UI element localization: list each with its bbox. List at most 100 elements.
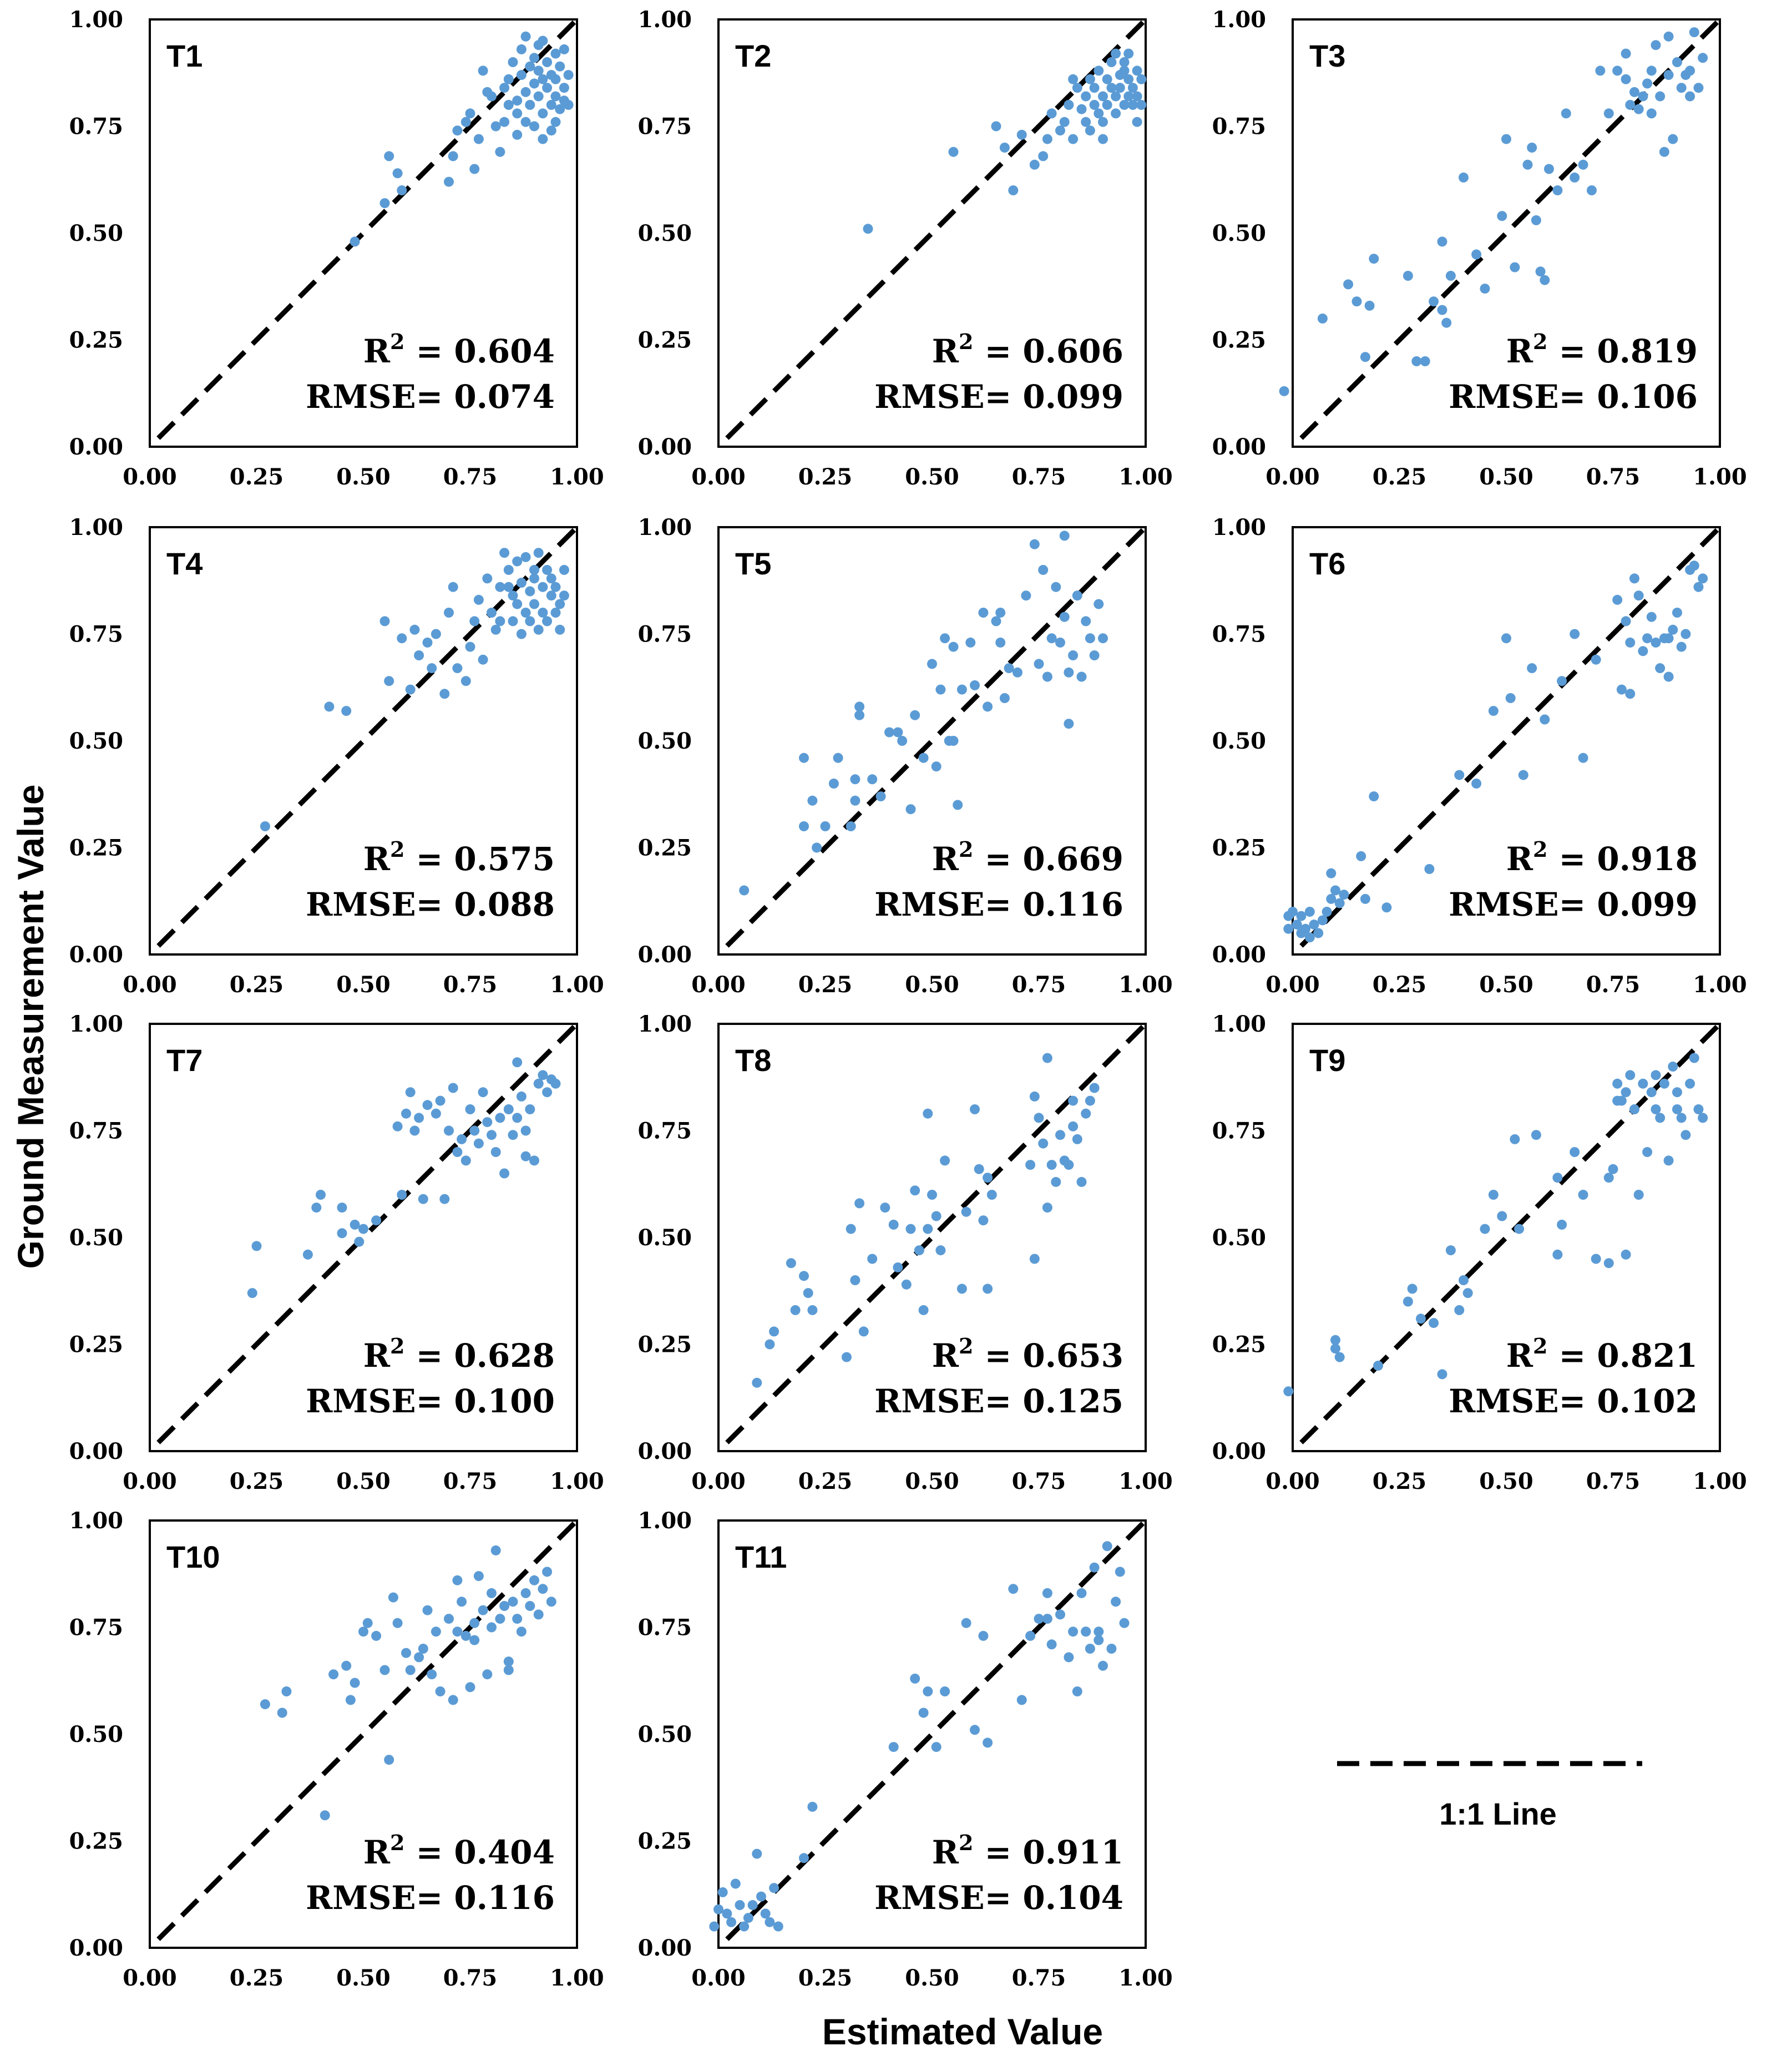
panel-t3-point-28 xyxy=(1552,185,1563,195)
panel-t11-y-tick-label: 0.25 xyxy=(638,1828,692,1855)
panel-t5-point-46 xyxy=(1059,612,1070,622)
panel-t11-point-30 xyxy=(1016,1695,1027,1705)
panel-t7-point-41 xyxy=(520,1151,531,1161)
panel-t2-point-18 xyxy=(1081,117,1091,127)
panel-t8-point-51 xyxy=(1029,1254,1040,1264)
panel-t9-y-tick-label: 0.00 xyxy=(1212,1438,1266,1464)
panel-t7-point-8 xyxy=(350,1219,360,1230)
panel-t1-point-6 xyxy=(444,176,454,187)
panel-t6-point-14 xyxy=(1326,893,1337,904)
panel-t11-x-tick-label: 0.25 xyxy=(798,1965,852,1991)
panel-t6-point-51 xyxy=(1680,629,1691,639)
panel-t5-rmse-annotation: RMSE= 0.116 xyxy=(874,886,1123,923)
panel-t9-point-9 xyxy=(1429,1318,1439,1328)
panel-t6-y-tick-label: 0.50 xyxy=(1212,728,1266,754)
panel-t10-point-36 xyxy=(495,1614,505,1624)
panel-t2-y-tick-label: 1.00 xyxy=(638,7,692,33)
panel-t5-point-23 xyxy=(931,761,941,772)
panel-t4-point-43 xyxy=(538,582,548,592)
panel-t2-point-47 xyxy=(1085,125,1095,136)
panel-t2-point-27 xyxy=(1102,100,1112,110)
panel-t7-x-tick-label: 0.25 xyxy=(230,1468,284,1494)
panel-t1-point-19 xyxy=(503,74,514,84)
panel-t4-point-55 xyxy=(495,616,505,627)
panel-t4-point-28 xyxy=(508,590,518,601)
panel-t9-point-8 xyxy=(1416,1314,1426,1324)
panel-t8-point-20 xyxy=(910,1185,920,1196)
panel-t11-point-7 xyxy=(735,1900,745,1910)
panel-t1-point-5 xyxy=(397,185,407,195)
panel-t1-title: T1 xyxy=(166,38,203,73)
panel-t1-point-30 xyxy=(529,121,539,132)
panel-t7-point-9 xyxy=(354,1236,365,1247)
panel-t3-title: T3 xyxy=(1309,38,1345,73)
panel-t10-point-19 xyxy=(418,1644,428,1654)
panel-t6-rmse-annotation: RMSE= 0.099 xyxy=(1449,886,1698,923)
panel-t10-x-tick-label: 1.00 xyxy=(550,1965,604,1991)
panel-t3-point-4 xyxy=(1351,296,1362,307)
panel-t8-y-tick-label: 0.25 xyxy=(638,1332,692,1358)
panel-t5-point-41 xyxy=(1038,565,1049,575)
panel-t11-point-6 xyxy=(730,1878,741,1889)
panel-t6-point-17 xyxy=(1334,898,1345,908)
panel-t10-point-37 xyxy=(499,1601,510,1611)
panel-t11-point-3 xyxy=(717,1887,728,1897)
panel-t3-point-2 xyxy=(1317,314,1328,324)
panel-t5-point-57 xyxy=(1064,719,1074,729)
panel-t5-point-17 xyxy=(893,727,903,737)
panel-t2-point-50 xyxy=(1132,117,1142,127)
panel-t6-points xyxy=(1283,560,1708,943)
panel-t9-point-37 xyxy=(1646,1087,1657,1098)
panel-t8-point-38 xyxy=(1038,1138,1049,1149)
panel-t9-title: T9 xyxy=(1309,1043,1345,1078)
panel-t2-point-48 xyxy=(1068,74,1079,84)
panel-t2-plot-frame xyxy=(717,18,1147,448)
panel-t1-plot-frame xyxy=(149,18,578,448)
panel-t9-point-41 xyxy=(1663,1155,1674,1166)
panel-t2-point-10 xyxy=(1046,108,1057,119)
panel-t7-point-36 xyxy=(499,1168,510,1179)
panel-t5-y-tick-label: 0.50 xyxy=(638,728,692,754)
panel-t10-point-23 xyxy=(435,1686,446,1696)
panel-t1-point-51 xyxy=(512,129,523,140)
panel-t4-point-36 xyxy=(525,586,535,597)
panel-t7-point-17 xyxy=(414,1113,424,1123)
panel-t7-point-1 xyxy=(247,1288,257,1299)
panel-t4-point-18 xyxy=(465,641,475,652)
panel-t6-point-37 xyxy=(1621,616,1631,627)
panel-t8-point-13 xyxy=(858,1326,869,1337)
panel-t2-point-8 xyxy=(1038,151,1049,161)
panel-t9-point-49 xyxy=(1698,1113,1708,1123)
panel-t2-point-34 xyxy=(1119,100,1130,110)
panel-t8-point-10 xyxy=(846,1224,856,1234)
panel-t5-point-45 xyxy=(1055,637,1065,648)
panel-t1-point-29 xyxy=(529,78,539,89)
panel-t11-point-45 xyxy=(1102,1541,1112,1552)
panel-t10-point-49 xyxy=(503,1665,514,1675)
panel-t2-y-tick-label: 0.75 xyxy=(638,114,692,140)
panel-t10-point-17 xyxy=(405,1665,416,1675)
panel-t7-r2-annotation: R2 = 0.628 xyxy=(363,1333,555,1375)
panel-t11: 0.00 0.25 0.50 0.75 1.00 0.00 0.25 0.50 0.75 1.00… xyxy=(638,1508,1173,1991)
panel-t9-x-tick-label: 0.50 xyxy=(1479,1468,1533,1494)
panel-t6-point-57 xyxy=(1625,689,1636,699)
panel-t9-point-31 xyxy=(1621,1087,1631,1098)
panel-t6-point-24 xyxy=(1454,770,1465,780)
panel-t4-point-6 xyxy=(397,633,407,644)
panel-t5-point-47 xyxy=(1064,667,1074,678)
panel-t9-point-27 xyxy=(1603,1173,1614,1183)
panel-t1-point-21 xyxy=(512,108,523,119)
panel-t9-point-21 xyxy=(1552,1173,1563,1183)
panel-t9-plot-frame xyxy=(1292,1023,1721,1452)
panel-t11-points xyxy=(709,1541,1130,1932)
panel-t3-point-7 xyxy=(1369,254,1379,264)
panel-t11-point-44 xyxy=(1098,1660,1108,1671)
panel-t7-point-38 xyxy=(508,1130,518,1140)
panel-t11-point-11 xyxy=(752,1848,762,1859)
panel-t9-x-tick-label: 0.00 xyxy=(1265,1468,1319,1494)
panel-t10-point-12 xyxy=(379,1665,390,1675)
panel-t5-point-9 xyxy=(846,821,856,831)
panel-t4-point-48 xyxy=(550,608,561,618)
panel-t6-point-7 xyxy=(1300,923,1311,934)
panel-t9-point-47 xyxy=(1689,1053,1699,1063)
